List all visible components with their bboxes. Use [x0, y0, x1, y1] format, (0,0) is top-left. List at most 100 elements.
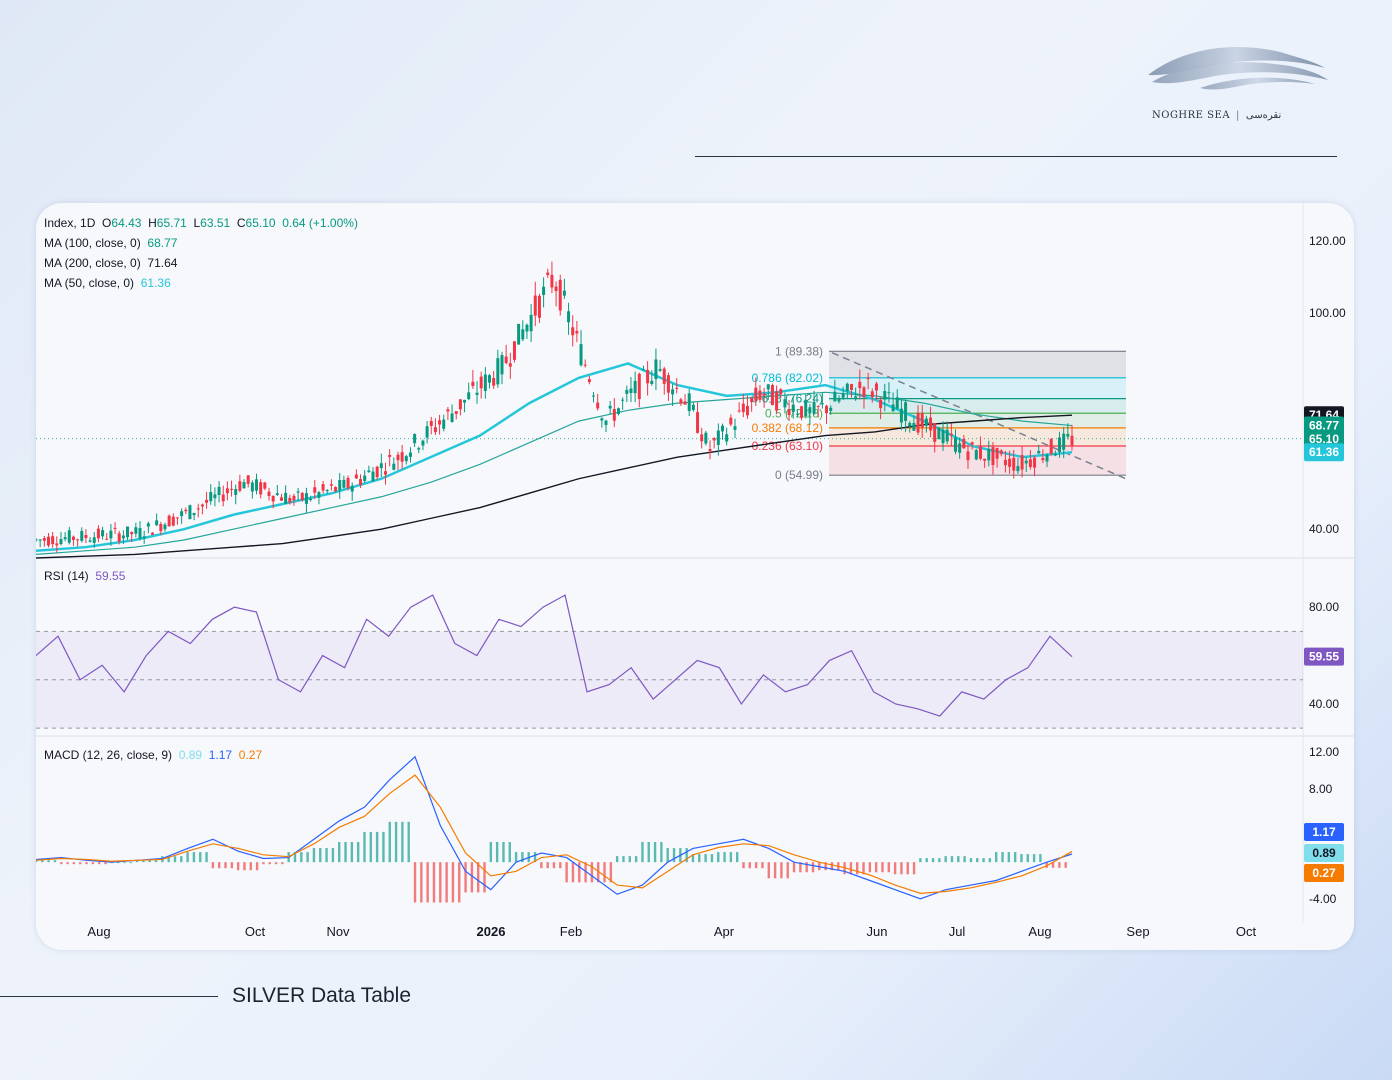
candle-body — [155, 520, 159, 526]
fib-label-0.382: 0.382 (68.12) — [752, 421, 823, 435]
macd-hist-bar — [628, 856, 632, 863]
candle-body — [446, 409, 450, 412]
macd-hist-bar — [754, 862, 758, 869]
candle-body — [845, 383, 849, 392]
x-tick-6: Jun — [867, 924, 888, 939]
candle-body — [562, 290, 566, 296]
close-label: C — [236, 216, 246, 230]
candle-body — [300, 492, 304, 500]
high-label: H — [148, 216, 157, 230]
macd-hist-bar — [495, 842, 499, 863]
candle-body — [737, 410, 741, 412]
candle-body — [130, 532, 134, 535]
macd-hist-bar — [988, 858, 992, 863]
macd-hist-bar — [79, 862, 82, 865]
macd-hist-bar — [691, 854, 695, 863]
candle-body — [458, 399, 462, 410]
x-tick-5: Apr — [714, 924, 735, 939]
candle-body — [637, 373, 641, 399]
footer-divider — [0, 996, 218, 997]
candle-body — [1020, 455, 1024, 470]
macd-hist-bar — [356, 842, 360, 863]
candle-body — [196, 508, 200, 510]
ma-line-200 — [36, 414, 1073, 559]
candle-body — [375, 466, 379, 478]
candle-body — [242, 482, 246, 489]
candle-body — [163, 524, 167, 530]
candle-body — [1012, 457, 1016, 471]
chart-card[interactable]: 120.00 100.00 40.00 1 (89.38) 0.786 (82.02) 0… — [36, 203, 1354, 950]
macd-hist-bar — [773, 862, 777, 879]
candle-body — [309, 498, 313, 501]
macd-hist-bar — [653, 842, 657, 863]
candle-body — [733, 426, 737, 430]
ma50-value: 61.36 — [140, 276, 171, 290]
candle-body — [200, 504, 204, 507]
chart-canvas[interactable]: 120.00 100.00 40.00 1 (89.38) 0.786 (82.02) 0… — [36, 203, 1354, 950]
candle-body — [658, 369, 662, 371]
candle-body — [321, 484, 325, 491]
candle-body — [766, 384, 770, 390]
candle-body — [696, 412, 700, 433]
candle-body — [1041, 458, 1045, 461]
candle-body — [359, 479, 363, 485]
macd-legend: MACD (12, 26, close, 9) 0.89 1.17 0.27 — [44, 748, 262, 762]
candle-body — [671, 389, 675, 395]
candle-body — [729, 417, 733, 425]
candle-body — [887, 392, 891, 394]
x-tick-3: 2026 — [477, 924, 506, 939]
macd-hist-bar — [963, 856, 966, 863]
candle-body — [159, 524, 163, 532]
macd-hist-bar — [1001, 852, 1004, 863]
ma-line-50 — [36, 362, 1073, 553]
macd-hist-bar — [281, 862, 284, 865]
macd-hist-bar — [401, 821, 404, 863]
candle-body — [754, 387, 758, 401]
candle-body — [945, 429, 949, 442]
candle-body — [1008, 458, 1012, 467]
macd-hist-bar — [116, 862, 120, 864]
candle-body — [517, 323, 521, 345]
price-label-ma-50: 61.36 — [1309, 445, 1339, 459]
footer-title: SILVER Data Table — [232, 984, 411, 1007]
candle-body — [542, 286, 546, 295]
brand-name-fa: نقره‌سی — [1245, 110, 1282, 121]
macd-hist-bar — [199, 852, 202, 863]
macd-hist-bar — [388, 821, 391, 863]
candle-body — [866, 377, 870, 380]
candle-body — [479, 376, 483, 389]
candle-body — [88, 540, 92, 542]
candle-body — [546, 272, 550, 276]
candle-body — [770, 385, 774, 406]
macd-hist-bar — [938, 858, 941, 863]
macd-hist-bar — [685, 848, 688, 863]
candle-body — [76, 539, 80, 541]
header-divider — [695, 156, 1337, 157]
candle-body — [317, 492, 321, 498]
candle-body — [367, 470, 371, 472]
open-value: 64.43 — [111, 216, 142, 230]
macd-hist-bar — [344, 842, 347, 863]
macd-hist-bar — [217, 862, 221, 869]
candle-body — [933, 423, 937, 442]
candle-body — [858, 381, 862, 389]
macd-hist-bar — [615, 856, 619, 863]
macd-tick-0: 12.00 — [1309, 745, 1339, 759]
macd-hist-bar — [957, 856, 960, 863]
macd-hist-bar — [483, 862, 486, 893]
macd-hist-bar — [211, 862, 215, 869]
price-tick-2: 40.00 — [1309, 522, 1339, 536]
candle-body — [500, 355, 504, 375]
candle-body — [550, 274, 554, 288]
macd-hist-bar — [205, 852, 208, 863]
macd-hist-bar — [135, 860, 139, 863]
symbol-label: Index, 1D — [44, 216, 96, 230]
hist-value: 0.27 — [238, 748, 263, 762]
candle-body — [334, 487, 338, 492]
macd-hist-bar — [312, 848, 316, 863]
macd-hist-bar — [451, 862, 455, 903]
candle-body — [392, 463, 396, 470]
candle-body — [629, 388, 633, 393]
candle-body — [987, 449, 991, 461]
macd-hist-bar — [293, 852, 297, 863]
